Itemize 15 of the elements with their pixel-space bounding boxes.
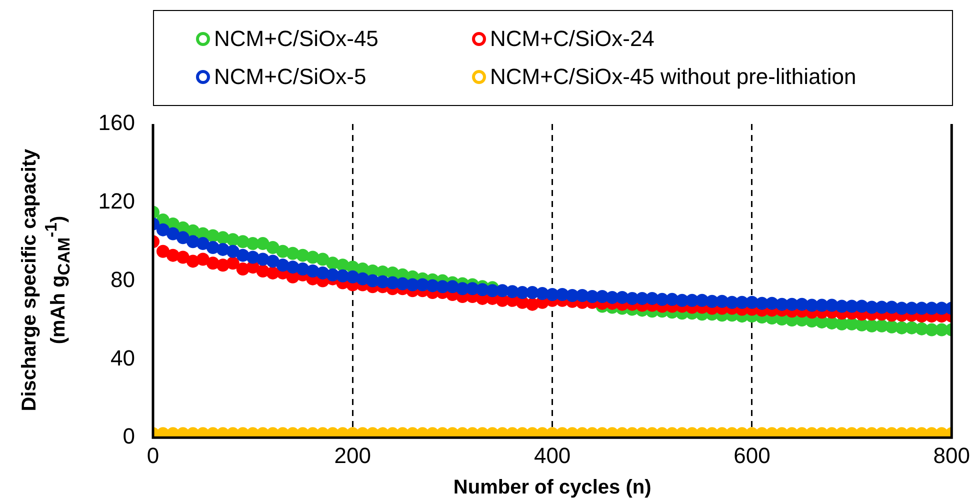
y-tick-label: 0 [122, 424, 135, 449]
y-tick-label: 80 [110, 266, 135, 292]
x-axis-title: Number of cycles (n) [453, 476, 652, 499]
legend-label: NCM+C/SiOx-5 [214, 64, 366, 90]
y-tick-label: 160 [98, 110, 135, 136]
x-tick-label: 200 [334, 442, 372, 468]
y-tick-label: 120 [98, 188, 135, 214]
x-tick-label: 400 [534, 442, 571, 468]
y-tick-label: 40 [110, 345, 135, 370]
legend-label: NCM+C/SiOx-45 without pre-lithiation [490, 64, 856, 90]
x-tick-label: 600 [734, 442, 770, 468]
x-tick-label: 800 [933, 442, 970, 468]
x-tick-label: 0 [146, 442, 160, 468]
legend-label: NCM+C/SiOx-45 [214, 26, 378, 52]
legend-label: NCM+C/SiOx-24 [490, 26, 654, 52]
